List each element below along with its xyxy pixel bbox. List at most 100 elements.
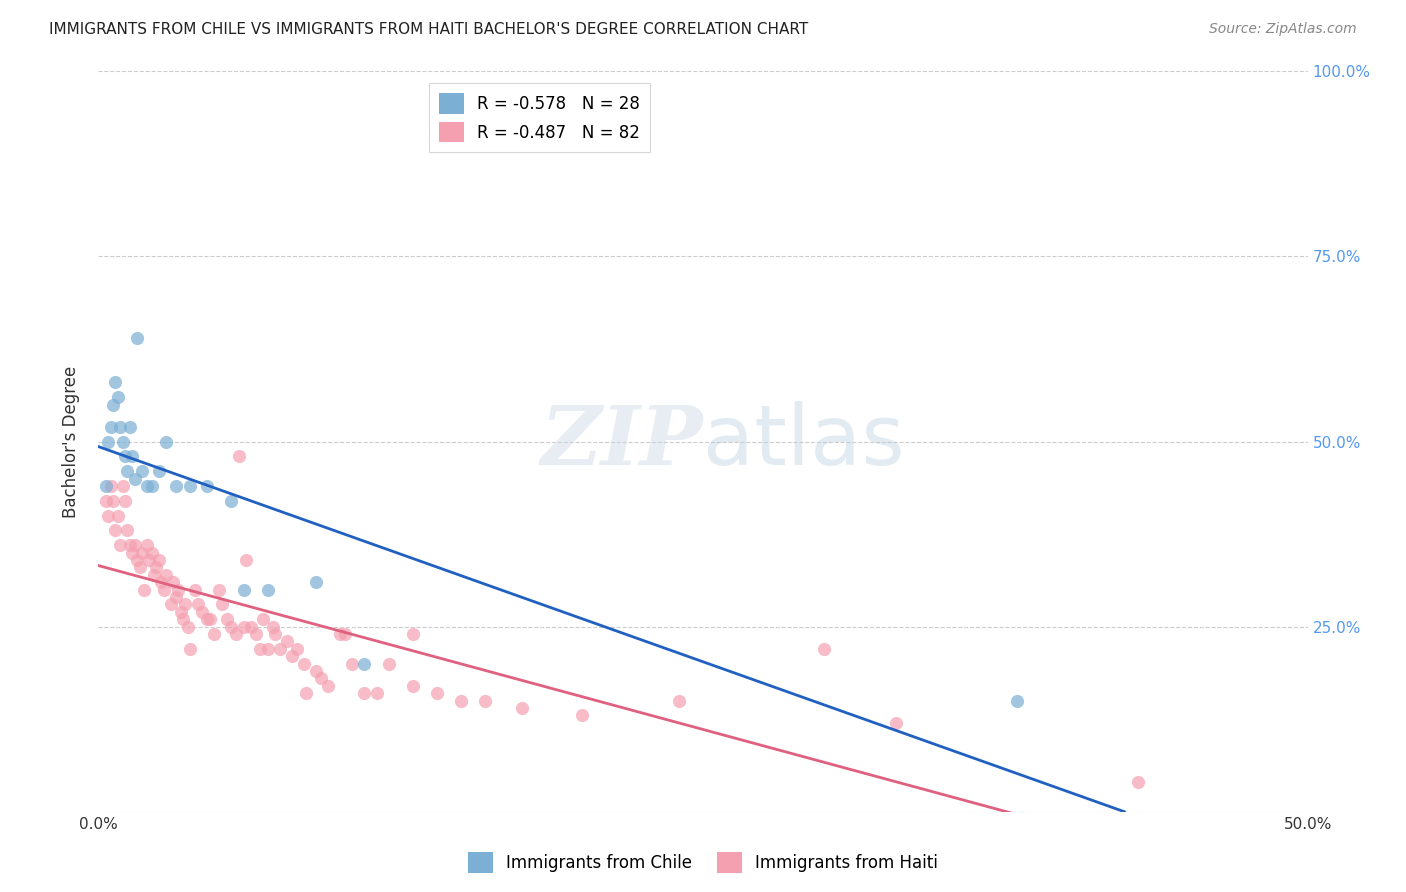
Point <box>198 612 221 626</box>
Point <box>117 464 139 478</box>
Point <box>221 619 243 633</box>
Point <box>97 434 120 449</box>
Point <box>177 619 200 633</box>
Point <box>124 538 146 552</box>
Point <box>232 582 254 597</box>
Point <box>211 598 233 612</box>
Point <box>97 508 120 523</box>
Point <box>264 627 287 641</box>
Point <box>232 619 254 633</box>
Point <box>111 434 134 449</box>
Point <box>104 524 127 538</box>
Point <box>668 694 690 708</box>
Point <box>145 560 167 574</box>
Point <box>135 538 157 552</box>
Point <box>402 679 425 693</box>
Point <box>342 657 364 671</box>
Point <box>172 612 194 626</box>
Point <box>94 479 117 493</box>
Point <box>333 627 356 641</box>
Point <box>114 493 136 508</box>
Point <box>204 627 226 641</box>
Point <box>117 524 139 538</box>
Point <box>426 686 449 700</box>
Point <box>134 582 156 597</box>
Point <box>138 553 160 567</box>
Point <box>285 641 308 656</box>
Text: atlas: atlas <box>703 401 904 482</box>
Point <box>143 567 166 582</box>
Point <box>101 398 124 412</box>
Point <box>245 627 267 641</box>
Point <box>353 657 375 671</box>
Point <box>239 619 262 633</box>
Point <box>107 390 129 404</box>
Point <box>235 553 257 567</box>
Point <box>111 479 134 493</box>
Point <box>208 582 231 597</box>
Point <box>886 715 908 730</box>
Point <box>127 553 149 567</box>
Point <box>276 634 298 648</box>
Point <box>141 479 163 493</box>
Point <box>114 450 136 464</box>
Point <box>131 464 153 478</box>
Point <box>228 450 250 464</box>
Point <box>162 575 184 590</box>
Point <box>305 575 328 590</box>
Point <box>281 649 304 664</box>
Legend: Immigrants from Chile, Immigrants from Haiti: Immigrants from Chile, Immigrants from H… <box>461 846 945 880</box>
Point <box>195 479 218 493</box>
Point <box>148 464 170 478</box>
Point <box>165 590 187 604</box>
Point <box>169 605 191 619</box>
Point <box>155 567 177 582</box>
Text: IMMIGRANTS FROM CHILE VS IMMIGRANTS FROM HAITI BACHELOR'S DEGREE CORRELATION CHA: IMMIGRANTS FROM CHILE VS IMMIGRANTS FROM… <box>49 22 808 37</box>
Point <box>152 582 174 597</box>
Point <box>571 708 593 723</box>
Point <box>107 508 129 523</box>
Point <box>108 538 131 552</box>
Point <box>292 657 315 671</box>
Point <box>195 612 218 626</box>
Point <box>316 679 339 693</box>
Point <box>353 686 375 700</box>
Point <box>225 627 247 641</box>
Point <box>221 493 243 508</box>
Point <box>184 582 207 597</box>
Point <box>191 605 214 619</box>
Point <box>165 479 187 493</box>
Point <box>377 657 399 671</box>
Point <box>295 686 318 700</box>
Point <box>309 672 332 686</box>
Point <box>94 493 117 508</box>
Point <box>256 582 278 597</box>
Point <box>141 546 163 560</box>
Point <box>329 627 352 641</box>
Point <box>101 493 124 508</box>
Point <box>155 434 177 449</box>
Point <box>179 479 201 493</box>
Point <box>124 471 146 485</box>
Point <box>510 701 533 715</box>
Point <box>148 553 170 567</box>
Point <box>179 641 201 656</box>
Point <box>305 664 328 678</box>
Point <box>366 686 388 700</box>
Point <box>262 619 284 633</box>
Legend: R = -0.578   N = 28, R = -0.487   N = 82: R = -0.578 N = 28, R = -0.487 N = 82 <box>429 83 651 153</box>
Point <box>269 641 291 656</box>
Point <box>150 575 173 590</box>
Point <box>167 582 190 597</box>
Point <box>813 641 835 656</box>
Point <box>128 560 150 574</box>
Text: Source: ZipAtlas.com: Source: ZipAtlas.com <box>1209 22 1357 37</box>
Point <box>1128 775 1150 789</box>
Point <box>135 479 157 493</box>
Point <box>160 598 183 612</box>
Point <box>256 641 278 656</box>
Point <box>100 479 122 493</box>
Point <box>100 419 122 434</box>
Point <box>127 331 149 345</box>
Point <box>121 546 143 560</box>
